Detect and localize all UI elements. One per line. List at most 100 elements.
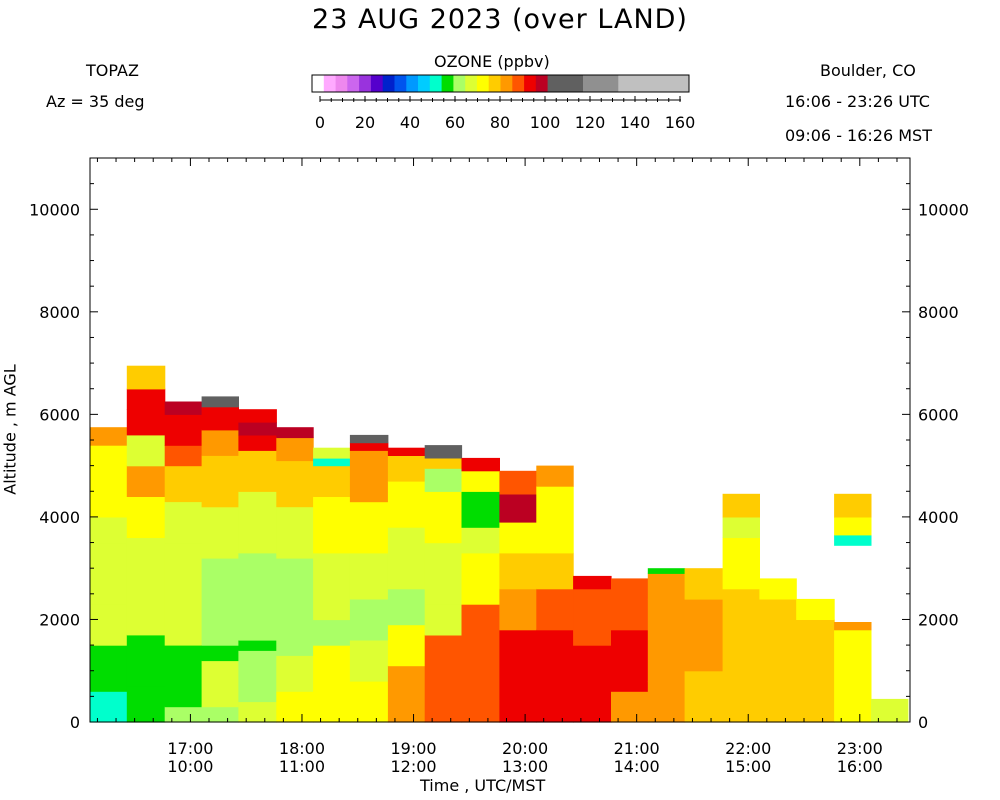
heatmap-cell — [201, 429, 239, 456]
heatmap-cell — [796, 670, 835, 723]
colorbar-frame — [311, 74, 690, 93]
heatmap-cell — [461, 470, 500, 492]
heatmap-cell — [499, 470, 537, 495]
heatmap-cell — [611, 578, 649, 631]
heatmap-cell — [90, 604, 128, 646]
x-tick-label-utc: 18:00 — [279, 739, 325, 758]
colorbar-tick-label: 80 — [490, 113, 510, 132]
heatmap-cell — [126, 434, 166, 467]
heatmap-cell — [684, 598, 724, 672]
heatmap-cell — [573, 588, 612, 646]
heatmap-cell — [201, 660, 239, 708]
heatmap-cell — [611, 691, 649, 723]
colorbar-swatch — [382, 75, 395, 92]
heatmap-cell — [499, 493, 537, 523]
heatmap-cell — [164, 598, 203, 646]
heatmap-cell — [424, 445, 463, 459]
colorbar-swatch — [429, 75, 443, 92]
heatmap-cell — [387, 624, 426, 667]
heatmap-cell — [90, 691, 128, 713]
heatmap-cell — [164, 501, 203, 544]
x-tick-label-mst: 14:00 — [614, 757, 660, 776]
heatmap-cell — [424, 468, 463, 492]
x-tick-label-mst: 16:00 — [837, 757, 883, 776]
heatmap-cell — [201, 645, 239, 662]
heatmap-cell — [424, 542, 463, 605]
heatmap-cell — [349, 434, 389, 444]
heatmap-cell — [238, 650, 277, 703]
heatmap-cell — [126, 365, 166, 390]
colorbar-swatch — [465, 75, 478, 92]
colorbar-tick-label: 160 — [665, 113, 696, 132]
colorbar-swatch — [441, 75, 454, 92]
heatmap-cell — [126, 634, 166, 687]
instrument-label: TOPAZ — [86, 61, 139, 80]
heatmap-cell — [796, 598, 835, 620]
heatmap-cell — [349, 681, 389, 723]
heatmap-cell — [276, 557, 314, 631]
y-tick-label-right: 8000 — [918, 303, 959, 322]
heatmap-cell — [722, 588, 760, 682]
x-tick-label-utc: 20:00 — [502, 739, 548, 758]
heatmap-cell — [647, 568, 686, 574]
colorbar-title: OZONE (ppbv) — [434, 52, 550, 71]
x-tick-label-mst: 15:00 — [725, 757, 771, 776]
heatmap-cell — [536, 629, 574, 723]
heatmap-cell — [313, 691, 351, 723]
heatmap-cell — [349, 640, 389, 682]
heatmap-cell — [573, 696, 612, 723]
x-tick-label-utc: 23:00 — [837, 739, 883, 758]
colorbar-swatch — [488, 75, 501, 92]
utc-range-label: 16:06 - 23:26 UTC — [785, 92, 930, 111]
heatmap-cell — [349, 442, 389, 451]
heatmap-cell — [834, 493, 872, 518]
heatmap-cell — [313, 465, 351, 497]
heatmap-cell — [238, 701, 277, 723]
heatmap-cell — [387, 588, 426, 626]
colorbar-swatch — [312, 75, 325, 92]
heatmap-cell — [536, 552, 574, 590]
colorbar-swatch — [535, 75, 549, 92]
colorbar-tick-label: 100 — [530, 113, 561, 132]
heatmap-cell — [201, 506, 239, 559]
colorbar-tick-label: 20 — [355, 113, 375, 132]
colorbar-swatch — [476, 75, 490, 92]
chart-title: 23 AUG 2023 (over LAND) — [312, 4, 688, 35]
heatmap-cell — [536, 588, 574, 631]
heatmap-cell — [276, 506, 314, 559]
heatmap-cell — [722, 516, 760, 538]
colorbar-swatch — [618, 75, 655, 92]
heatmap-cell — [313, 496, 351, 554]
heatmap-cell — [164, 401, 203, 415]
location-label: Boulder, CO — [820, 61, 916, 80]
heatmap-cell — [424, 634, 463, 723]
heatmap-cell — [722, 681, 760, 723]
colorbar-swatch — [347, 75, 360, 92]
heatmap-cell — [90, 711, 128, 723]
heatmap-cell — [834, 629, 872, 723]
x-tick-label-mst: 12:00 — [390, 757, 436, 776]
colorbar-swatch — [335, 75, 348, 92]
heatmap-cell — [164, 706, 203, 723]
heatmap-cell — [313, 447, 351, 459]
heatmap-cell — [499, 522, 537, 554]
heatmap-cell — [759, 598, 797, 661]
heatmap-cell — [276, 437, 314, 462]
heatmap-cell — [276, 460, 314, 508]
heatmap-cell — [387, 455, 426, 482]
heatmap-cell — [201, 557, 239, 646]
heatmap-cell — [276, 691, 314, 723]
heatmap-cell — [834, 534, 872, 546]
colorbar-swatch — [453, 75, 466, 92]
colorbar-swatch — [394, 75, 407, 92]
heatmap-cell — [611, 629, 649, 692]
heatmap-cell — [164, 670, 203, 708]
heatmap-cell — [238, 422, 277, 436]
heatmap-cell — [349, 552, 389, 600]
y-tick-label-left: 10000 — [29, 200, 80, 219]
heatmap-cell — [313, 457, 351, 467]
heatmap-cell — [238, 491, 277, 554]
y-tick-label-left: 2000 — [39, 610, 80, 629]
heatmap-cell — [424, 604, 463, 636]
colorbar-swatch — [323, 75, 337, 92]
